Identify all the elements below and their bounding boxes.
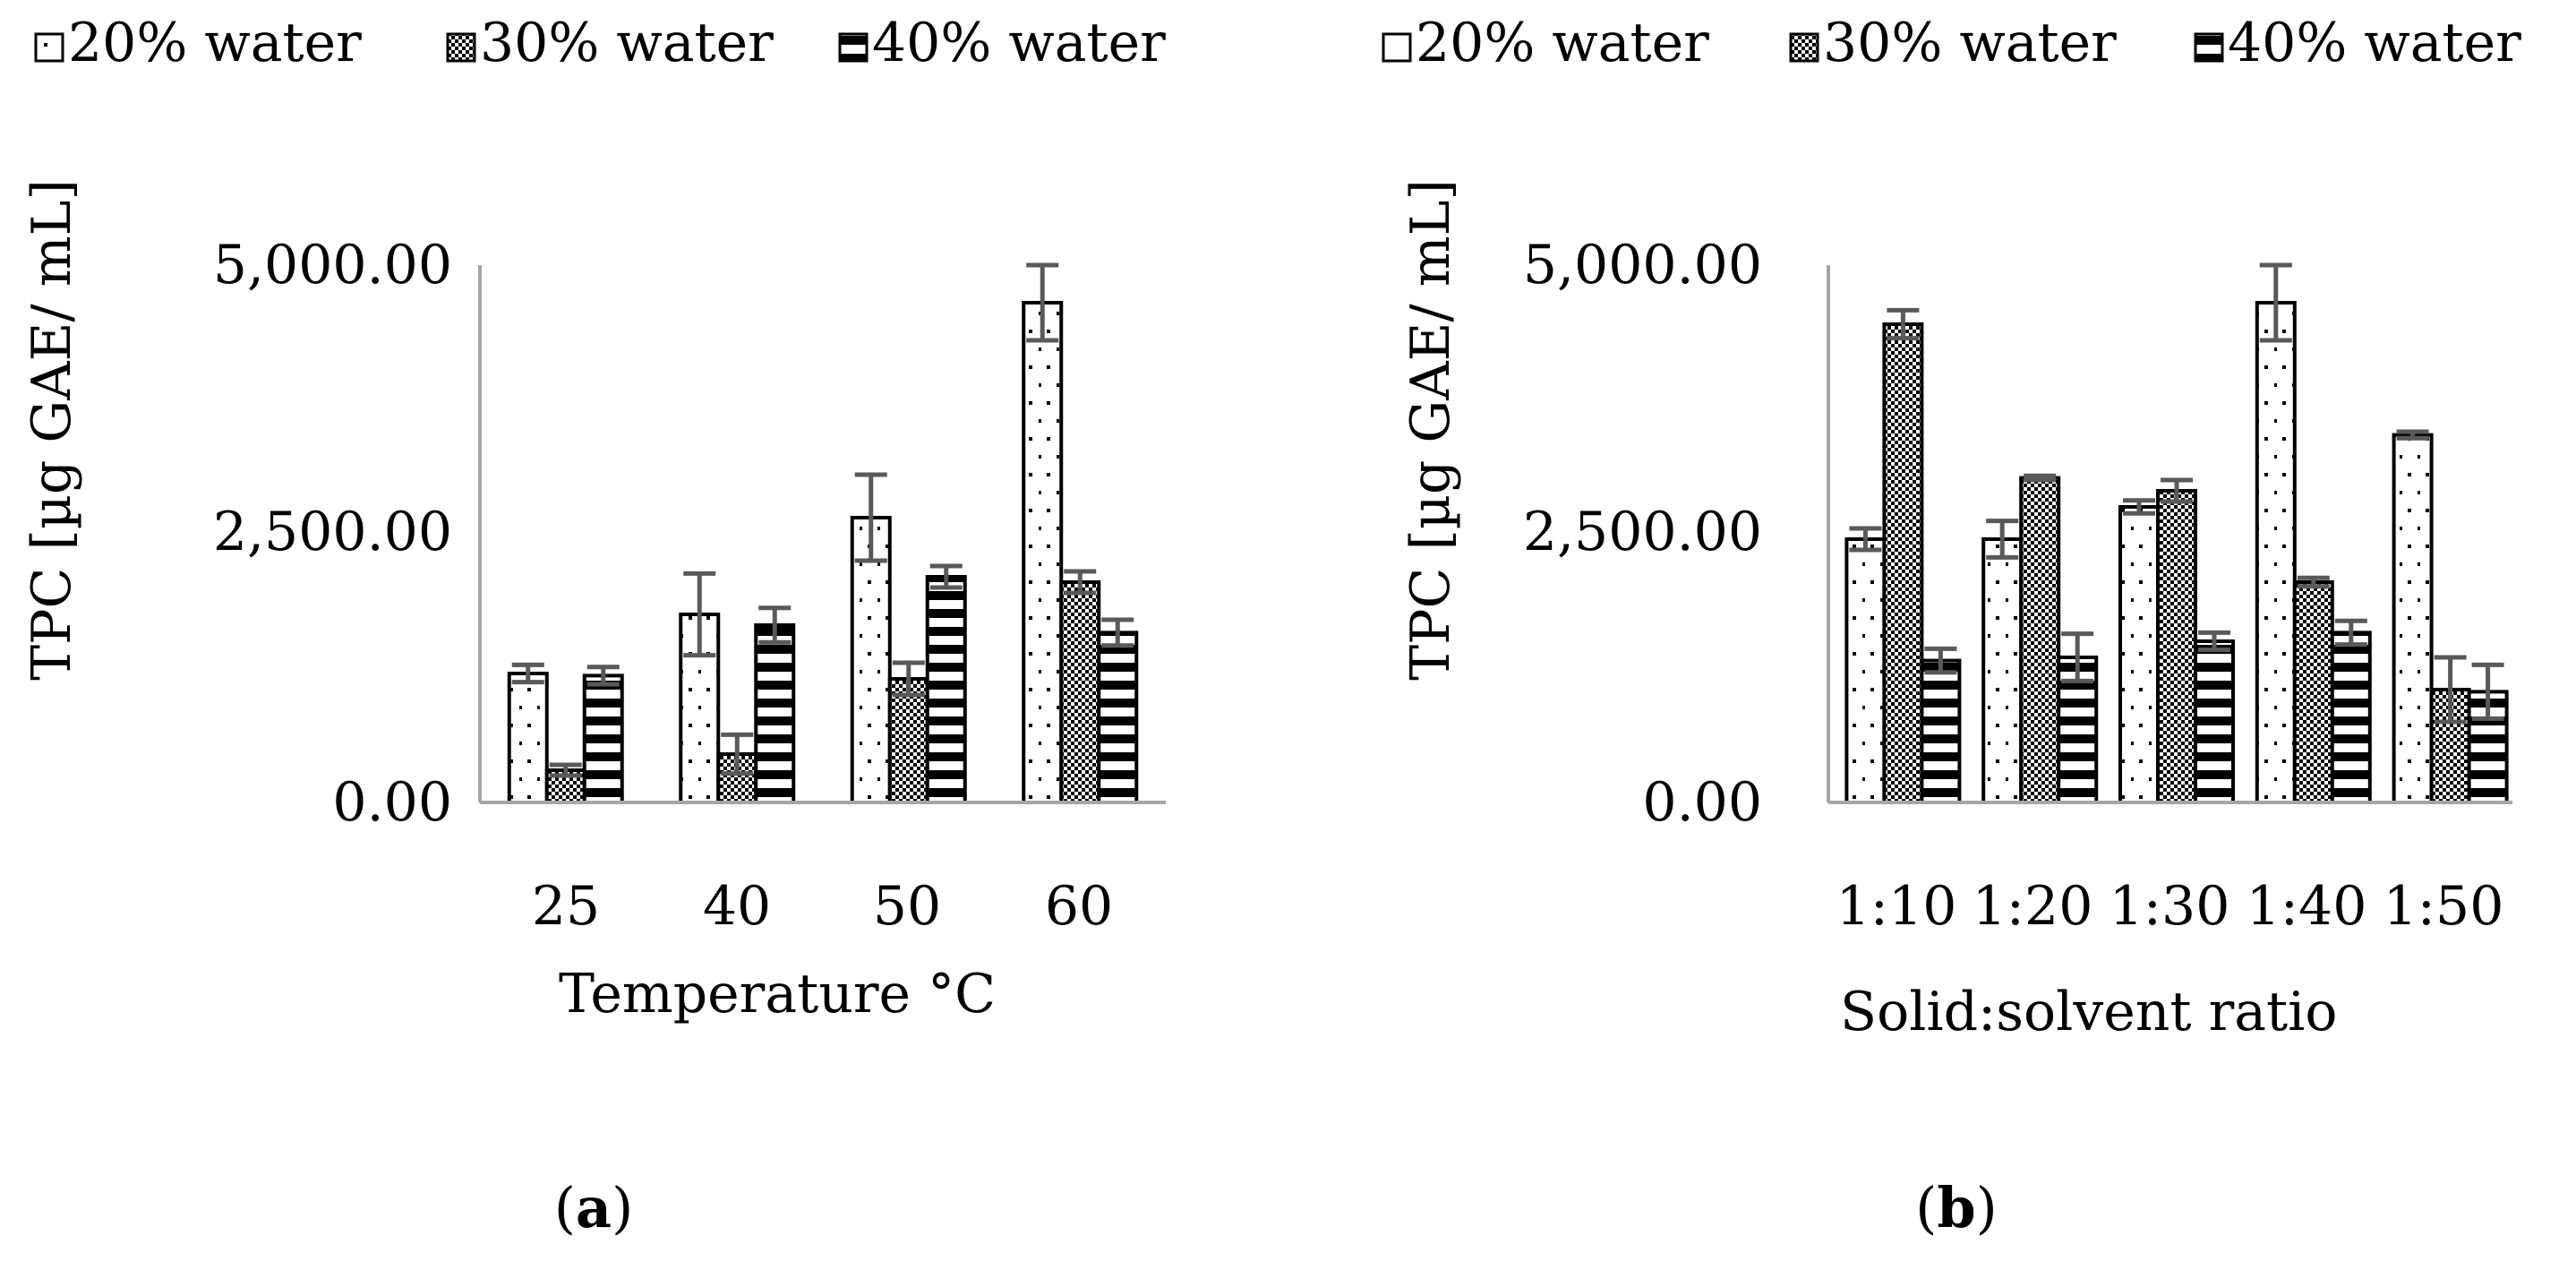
error-bar-b-40water-1-50	[2471, 662, 2504, 721]
x-axis-title-b: Solid:solvent ratio	[1840, 981, 2337, 1043]
bar-b-40water-1-10	[1920, 658, 1962, 804]
bar-b-40water-1-40	[2330, 630, 2372, 805]
x-tick-b-1-20: 1:20	[1973, 875, 2093, 938]
bar-a-20water-50	[850, 516, 892, 804]
y-axis-title-b: TPC [µg GAE/ mL]	[1399, 179, 1462, 681]
chart-b: 20% water 30% water 40% water TPC [µg GA…	[1382, 12, 2521, 1240]
chart-a: 20% water 30% water 40% water TPC [µg GA…	[21, 12, 1166, 1240]
bar-a-30water-60	[1059, 580, 1101, 804]
bar-b-30water-1-10	[1882, 322, 1924, 804]
y-tick-a-2500: 2,500.00	[213, 501, 452, 563]
y-tick-b-2500: 2,500.00	[1523, 501, 1762, 563]
bar-a-30water-50	[887, 677, 929, 804]
error-bar-a-30water-60	[1064, 569, 1097, 596]
bar-a-40water-40	[754, 623, 796, 804]
panel-label-a: (a)	[554, 1175, 634, 1240]
error-bar-a-40water-60	[1101, 617, 1134, 648]
legend-a-label-40: 40% water	[872, 12, 1166, 74]
bar-b-20water-1-10	[1844, 537, 1887, 804]
error-bar-b-30water-1-40	[2297, 575, 2330, 589]
error-bar-b-20water-1-20	[1986, 519, 2019, 560]
error-bar-b-20water-1-30	[2123, 498, 2155, 516]
legend-b-label-40: 40% water	[2228, 12, 2521, 74]
x-axis-title-a: Temperature °C	[559, 963, 996, 1025]
legend-a-label-30: 30% water	[480, 12, 774, 74]
error-bar-b-20water-1-50	[2396, 429, 2429, 441]
bar-a-20water-25	[507, 672, 549, 804]
bar-a-20water-60	[1022, 301, 1064, 804]
x-tick-a-60: 60	[1045, 875, 1113, 938]
y-tick-b-0: 0.00	[1642, 771, 1762, 834]
error-bar-b-30water-1-20	[2024, 473, 2057, 483]
error-bar-a-30water-40	[721, 732, 754, 776]
bars-a	[507, 262, 1139, 805]
bar-b-20water-1-30	[2118, 505, 2160, 804]
bar-b-30water-1-40	[2292, 580, 2334, 804]
error-bar-a-40water-50	[929, 563, 963, 590]
error-bar-b-30water-1-10	[1887, 307, 1920, 341]
x-tick-b-1-30: 1:30	[2110, 875, 2230, 938]
error-bar-b-40water-1-30	[2198, 630, 2230, 653]
error-bar-b-30water-1-30	[2161, 477, 2193, 504]
x-tick-a-25: 25	[532, 875, 600, 938]
error-bar-b-30water-1-50	[2434, 655, 2467, 725]
error-bar-a-30water-50	[892, 660, 925, 698]
y-tick-b-5000: 5,000.00	[1523, 234, 1762, 296]
legend-a: 20% water 30% water 40% water	[34, 12, 1166, 74]
error-bar-a-20water-60	[1026, 262, 1059, 343]
panel-label-b: (b)	[1915, 1175, 1998, 1240]
x-tick-a-50: 50	[873, 875, 941, 938]
legend-b-swatch-40	[2194, 32, 2224, 63]
bar-a-40water-50	[925, 575, 967, 804]
x-tick-b-1-10: 1:10	[1836, 875, 1957, 938]
x-tick-a-40: 40	[703, 875, 771, 938]
error-bar-b-40water-1-10	[1924, 646, 1957, 675]
bar-b-20water-1-20	[1981, 537, 2024, 804]
bar-b-20water-1-50	[2392, 433, 2434, 804]
bar-b-30water-1-20	[2019, 476, 2061, 804]
legend-b-label-30: 30% water	[1823, 12, 2117, 74]
legend-b: 20% water 30% water 40% water	[1382, 12, 2521, 74]
error-bar-b-40water-1-40	[2334, 618, 2367, 648]
bar-b-30water-1-30	[2156, 489, 2197, 804]
y-tick-a-0: 0.00	[332, 771, 452, 834]
legend-a-label-20: 20% water	[68, 12, 362, 74]
y-axis-title-a: TPC [µg GAE/ mL]	[21, 179, 83, 681]
error-bar-b-20water-1-40	[2259, 262, 2292, 343]
bar-b-20water-1-40	[2255, 301, 2297, 804]
bars-b	[1844, 262, 2509, 805]
bar-a-40water-60	[1097, 630, 1139, 805]
bar-a-40water-25	[582, 673, 624, 805]
y-tick-a-5000: 5,000.00	[213, 234, 452, 296]
x-tick-b-1-50: 1:50	[2383, 875, 2504, 938]
legend-b-label-20: 20% water	[1416, 12, 1709, 74]
error-bar-a-40water-40	[758, 605, 792, 645]
error-bar-b-40water-1-20	[2061, 631, 2094, 683]
x-tick-b-1-40: 1:40	[2247, 875, 2367, 938]
legend-a-swatch-20	[34, 32, 64, 63]
error-bar-a-30water-25	[549, 762, 582, 778]
legend-b-swatch-30	[1789, 32, 1819, 63]
bar-b-40water-1-30	[2194, 639, 2235, 804]
legend-a-swatch-30	[446, 32, 476, 63]
error-bar-a-40water-25	[586, 665, 620, 687]
error-bar-a-20water-40	[683, 570, 716, 658]
error-bar-b-20water-1-10	[1849, 526, 1882, 553]
legend-a-swatch-40	[838, 32, 869, 63]
legend-b-swatch-20	[1382, 32, 1412, 63]
error-bar-a-20water-50	[854, 472, 887, 563]
error-bar-a-20water-25	[511, 662, 544, 685]
